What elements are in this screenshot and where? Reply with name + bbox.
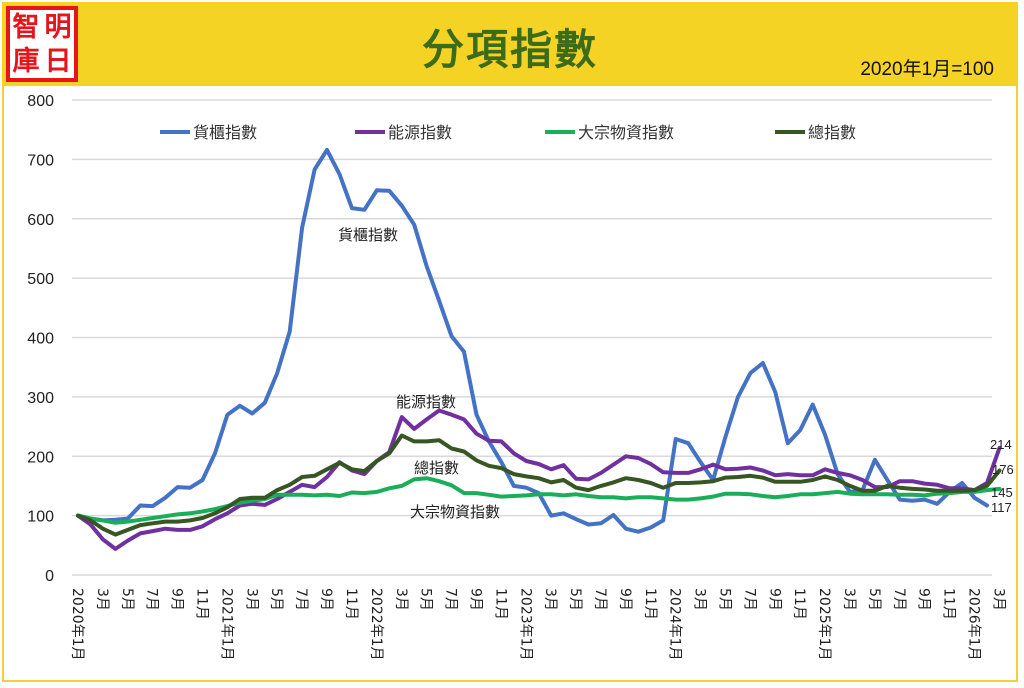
end-value-label: 145	[991, 485, 1013, 500]
series-annotation: 大宗物資指數	[410, 503, 500, 521]
logo: 智 明 庫 日	[6, 6, 78, 82]
y-tick-label: 200	[27, 449, 54, 466]
x-tick-label: 5月	[268, 588, 284, 611]
x-tick-label: 3月	[393, 588, 409, 611]
x-tick-label: 7月	[741, 588, 757, 611]
x-tick-label: 5月	[866, 588, 882, 611]
legend-item: 總指數	[775, 123, 856, 142]
series-lines	[76, 147, 1002, 551]
series-line-3	[76, 433, 1002, 537]
logo-seal: 智 明 庫 日	[10, 10, 74, 78]
logo-char: 明	[44, 11, 72, 43]
x-tick-label: 11月	[941, 588, 957, 620]
end-value-label: 214	[990, 437, 1012, 452]
legend-label: 能源指數	[388, 123, 452, 142]
x-tick-label: 3月	[94, 588, 110, 611]
x-tick-label: 9月	[169, 588, 185, 611]
legend-item: 貨櫃指數	[160, 123, 257, 142]
x-tick-label: 3月	[841, 588, 857, 611]
y-tick-label: 300	[27, 390, 54, 407]
x-tick-label: 5月	[567, 588, 583, 611]
legend-item: 大宗物資指數	[545, 123, 674, 142]
x-tick-label: 11月	[194, 588, 210, 620]
logo-char: 智	[12, 11, 40, 43]
x-tick-label: 11月	[642, 588, 658, 620]
series-line-0	[76, 147, 989, 534]
x-tick-label: 2026年1月	[966, 588, 982, 661]
y-tick-label: 800	[27, 93, 54, 110]
x-tick-label: 5月	[418, 588, 434, 611]
legend-label: 貨櫃指數	[193, 123, 257, 142]
x-tick-label: 9月	[916, 588, 932, 611]
x-tick-label: 11月	[343, 588, 359, 620]
y-tick-label: 600	[27, 212, 54, 229]
x-tick-label: 7月	[891, 588, 907, 611]
x-tick-label: 3月	[990, 588, 1006, 611]
x-tick-label: 7月	[144, 588, 160, 611]
x-tick-label: 3月	[542, 588, 558, 611]
x-tick-label: 9月	[467, 588, 483, 611]
x-tick-label: 9月	[318, 588, 334, 611]
x-tick-label: 11月	[791, 588, 807, 620]
x-tick-label: 7月	[443, 588, 459, 611]
x-tick-label: 9月	[617, 588, 633, 611]
x-tick-label: 2023年1月	[517, 588, 533, 661]
legend-item: 能源指數	[355, 123, 452, 142]
x-tick-label: 11月	[492, 588, 508, 620]
x-axis: 2020年1月 3月 5月 7月 9月 11月 2021年1月 3月 5月 7月 9月 11月 2022…	[69, 588, 1006, 661]
series-line-1	[76, 408, 1002, 551]
y-tick-label: 500	[27, 271, 54, 288]
legend-label: 大宗物資指數	[578, 123, 674, 142]
x-tick-label: 2022年1月	[368, 588, 384, 661]
y-tick-label: 700	[27, 152, 54, 169]
y-axis: 0 100 200 300 400 500 600 700 800	[27, 93, 54, 585]
gridlines	[72, 99, 992, 576]
series-annotation: 總指數	[414, 459, 459, 477]
chart-title: 分項指數	[421, 25, 598, 74]
x-tick-label: 3月	[243, 588, 259, 611]
x-tick-label: 2020年1月	[69, 588, 85, 661]
header-banner: 智 明 庫 日 分項指數 2020年1月=100	[2, 2, 1018, 86]
end-value-label: 117	[991, 500, 1012, 515]
x-tick-label: 7月	[592, 588, 608, 611]
x-tick-label: 7月	[293, 588, 309, 611]
series-annotation: 貨櫃指數	[338, 226, 398, 244]
x-tick-label: 9月	[766, 588, 782, 611]
x-tick-label: 2021年1月	[218, 588, 234, 661]
x-tick-label: 5月	[717, 588, 733, 611]
y-tick-label: 100	[27, 509, 54, 526]
x-tick-label: 5月	[119, 588, 135, 611]
y-tick-label: 0	[45, 568, 54, 585]
end-value-label: 176	[992, 462, 1014, 477]
x-tick-label: 3月	[692, 588, 708, 611]
x-tick-label: 2025年1月	[816, 588, 832, 661]
base-note: 2020年1月=100	[860, 59, 994, 80]
x-tick-label: 2024年1月	[667, 588, 683, 661]
legend-label: 總指數	[808, 123, 856, 142]
y-tick-label: 400	[27, 331, 54, 348]
logo-char: 庫	[12, 45, 40, 77]
series-annotation: 能源指數	[396, 393, 456, 411]
logo-char: 日	[44, 45, 72, 77]
legend: 貨櫃指數 能源指數 大宗物資指數 總指數	[160, 123, 856, 142]
